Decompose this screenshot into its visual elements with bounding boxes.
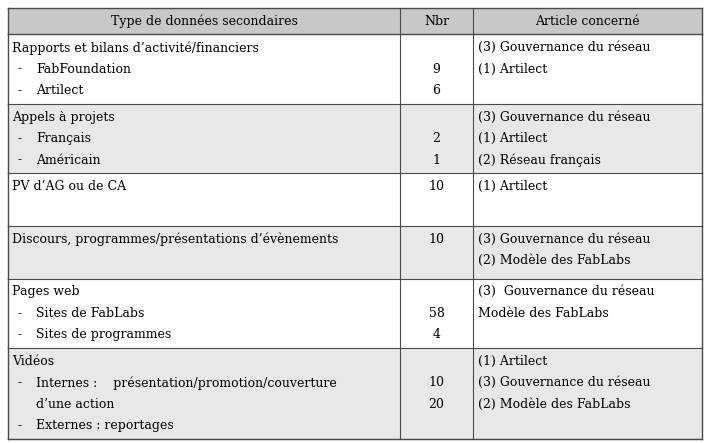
Text: (1) Artilect: (1) Artilect (478, 355, 547, 368)
Text: FabFoundation: FabFoundation (36, 62, 131, 76)
Bar (8, 104, 702, 173)
Text: Artilect: Artilect (36, 84, 83, 97)
Bar (8, 173, 702, 226)
Text: -: - (18, 420, 22, 432)
Text: -: - (18, 328, 22, 342)
Bar (8, 226, 702, 279)
Text: 9: 9 (432, 62, 440, 76)
Text: 2: 2 (432, 132, 440, 145)
Text: (3) Gouvernance du réseau: (3) Gouvernance du réseau (478, 110, 650, 124)
Text: 58: 58 (429, 307, 444, 320)
Text: 6: 6 (432, 84, 440, 97)
Text: 4: 4 (432, 328, 440, 342)
Text: Discours, programmes/présentations d’évènements: Discours, programmes/présentations d’évè… (12, 233, 339, 246)
Text: Externes : reportages: Externes : reportages (36, 420, 174, 432)
Text: 10: 10 (429, 376, 444, 389)
Text: (1) Artilect: (1) Artilect (478, 180, 547, 193)
Text: Américain: Américain (36, 154, 101, 167)
Text: PV d’AG ou de CA: PV d’AG ou de CA (12, 180, 126, 193)
Text: (3) Gouvernance du réseau: (3) Gouvernance du réseau (478, 233, 650, 245)
Text: Type de données secondaires: Type de données secondaires (111, 15, 297, 28)
Text: (1) Artilect: (1) Artilect (478, 62, 547, 76)
Text: -: - (18, 376, 22, 389)
Text: Nbr: Nbr (424, 15, 449, 27)
Text: 10: 10 (429, 233, 444, 245)
Text: Français: Français (36, 132, 91, 145)
Text: d’une action: d’une action (36, 398, 114, 411)
Text: (1) Artilect: (1) Artilect (478, 132, 547, 145)
Text: (2) Réseau français: (2) Réseau français (478, 154, 601, 167)
Text: Pages web: Pages web (12, 285, 80, 298)
Text: Modèle des FabLabs: Modèle des FabLabs (478, 307, 608, 320)
Text: -: - (18, 132, 22, 145)
Text: Vidéos: Vidéos (12, 355, 54, 368)
Text: (2) Modèle des FabLabs: (2) Modèle des FabLabs (478, 254, 630, 267)
Text: -: - (18, 84, 22, 97)
Text: (3) Gouvernance du réseau: (3) Gouvernance du réseau (478, 41, 650, 54)
Bar (8, 348, 702, 439)
Text: 20: 20 (429, 398, 444, 411)
Text: (3) Gouvernance du réseau: (3) Gouvernance du réseau (478, 376, 650, 389)
Text: -: - (18, 307, 22, 320)
Text: Appels à projets: Appels à projets (12, 110, 115, 124)
Text: Sites de FabLabs: Sites de FabLabs (36, 307, 144, 320)
Text: 10: 10 (429, 180, 444, 193)
Text: -: - (18, 154, 22, 167)
Text: (3)  Gouvernance du réseau: (3) Gouvernance du réseau (478, 285, 655, 298)
Text: (2) Modèle des FabLabs: (2) Modèle des FabLabs (478, 398, 630, 411)
Text: 1: 1 (432, 154, 440, 167)
Text: Article concerné: Article concerné (535, 15, 640, 27)
Text: Sites de programmes: Sites de programmes (36, 328, 171, 342)
Text: -: - (18, 62, 22, 76)
Bar (8, 279, 702, 348)
Text: Rapports et bilans d’activité/financiers: Rapports et bilans d’activité/financiers (12, 41, 259, 54)
Text: Internes :    présentation/promotion/couverture: Internes : présentation/promotion/couver… (36, 376, 337, 390)
Bar (8, 35, 702, 104)
Bar (8, 8, 702, 35)
